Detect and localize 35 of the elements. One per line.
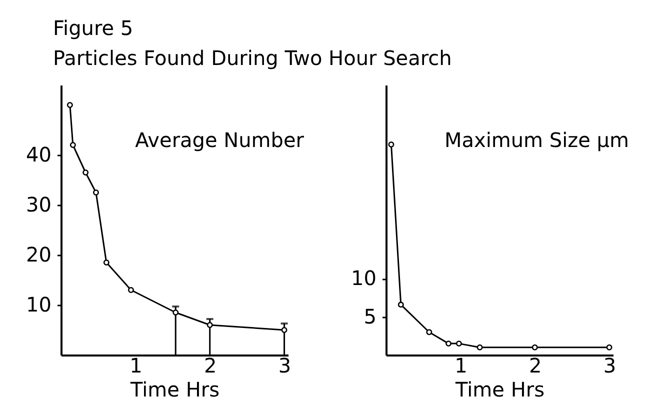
point — [456, 340, 462, 347]
point — [476, 344, 483, 350]
point — [281, 327, 288, 333]
x-tick-label: 3 — [278, 354, 292, 378]
point — [206, 322, 213, 328]
point — [172, 310, 179, 316]
y-tick-label: 30 — [26, 192, 52, 216]
point — [103, 260, 110, 266]
x-axis-title: Time Hrs — [130, 378, 220, 402]
text: Maximum Size µm — [444, 128, 629, 152]
x-tick-label: 1 — [130, 354, 142, 378]
point — [92, 190, 99, 196]
point — [446, 340, 452, 347]
x-tick-label: 2 — [204, 354, 217, 378]
point — [70, 142, 76, 148]
y-tick-label: 20 — [26, 242, 52, 266]
point — [66, 102, 73, 108]
x-tick-label: 1 — [454, 354, 468, 378]
x-axis-title: Time Hrs — [454, 378, 544, 402]
point — [128, 287, 134, 293]
point — [388, 142, 394, 148]
point — [426, 329, 432, 336]
y-tick-label: 40 — [26, 142, 52, 166]
point — [82, 170, 89, 176]
text: Average Number — [135, 128, 305, 152]
text: Particles Found During Two Hour Search — [53, 46, 452, 70]
point — [606, 344, 612, 350]
point — [398, 302, 404, 308]
caption: Figure 5 — [53, 16, 134, 40]
x-tick-label: 2 — [528, 354, 542, 378]
y-tick-label: 10 — [26, 292, 52, 316]
point — [532, 344, 538, 350]
y-tick-label: 10 — [351, 266, 376, 290]
x-tick-label: 3 — [603, 354, 616, 378]
y-tick-label: 5 — [364, 304, 376, 328]
